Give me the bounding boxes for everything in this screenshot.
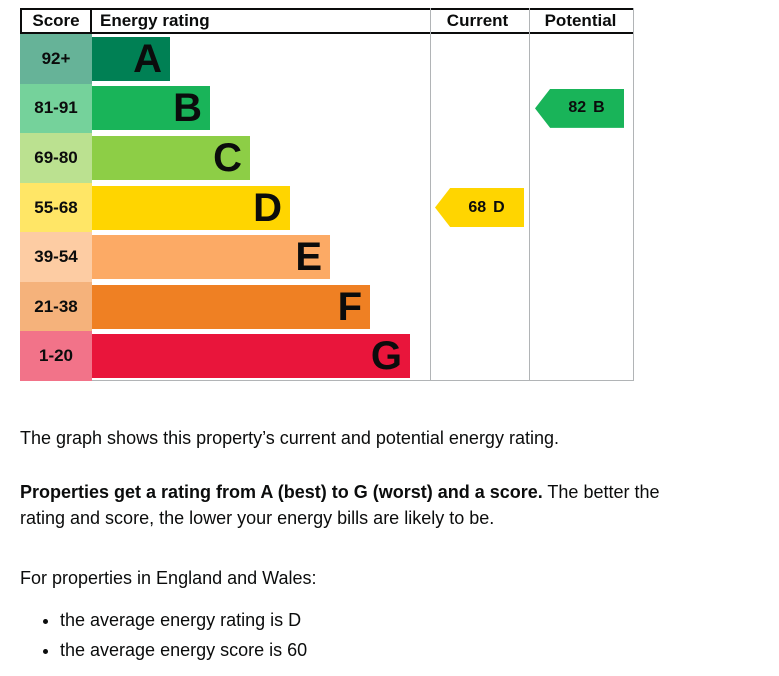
band-area: F: [92, 282, 430, 332]
chart-body: 92+ A 81-91 B 69-80: [20, 34, 634, 382]
potential-column-divider: [529, 8, 530, 381]
band-bar: C: [92, 135, 250, 180]
band-row-g: 1-20 G: [20, 331, 634, 382]
band-row-c: 69-80 C: [20, 133, 634, 183]
band-area: D: [92, 183, 430, 233]
potential-arrow: 82 B: [535, 88, 624, 128]
score-cell: 69-80: [20, 133, 92, 183]
band-row-f: 21-38 F: [20, 281, 634, 332]
band-bar: E: [92, 235, 330, 280]
graph-description: The graph shows this property’s current …: [20, 428, 559, 448]
score-cell: 21-38: [20, 281, 92, 332]
description-section: The graph shows this property’s current …: [20, 425, 665, 663]
band-letter: D: [253, 185, 282, 230]
potential-column-header: Potential: [544, 11, 617, 30]
chart-header: Score Energy rating Current Potential: [20, 8, 634, 34]
rating-explanation-rest: The better the rating and score, the low…: [20, 482, 660, 528]
band-bar: G: [92, 334, 410, 379]
band-bar: A: [92, 36, 170, 81]
band-area: G: [92, 331, 430, 381]
potential-score-value: 82: [568, 99, 587, 117]
band-letter: C: [213, 135, 242, 180]
band-area: C: [92, 133, 430, 183]
band-row-e: 39-54 E: [20, 232, 634, 282]
score-cell: 1-20: [20, 331, 92, 382]
band-row-b: 81-91 B: [20, 83, 634, 134]
energy-rating-chart: Score Energy rating Current Potential 92…: [20, 8, 634, 382]
averages-list: the average energy rating is D the avera…: [20, 607, 665, 663]
score-column-header: Score: [22, 10, 92, 32]
band-bar: F: [92, 284, 370, 329]
band-letter: A: [133, 36, 162, 81]
current-column-divider: [430, 8, 431, 381]
band-area: B: [92, 84, 430, 134]
current-score-value: 68: [468, 198, 487, 216]
band-bar: D: [92, 185, 290, 230]
rating-explanation-bold: Properties get a rating from A (best) to…: [20, 482, 543, 502]
band-letter: B: [173, 86, 202, 131]
current-band-letter: D: [493, 198, 505, 216]
band-row-a: 92+ A: [20, 34, 634, 84]
score-cell: 39-54: [20, 232, 92, 282]
rating-explanation: Properties get a rating from A (best) to…: [20, 479, 665, 531]
band-letter: E: [295, 235, 322, 280]
band-area: A: [92, 34, 430, 84]
score-cell: 55-68: [20, 182, 92, 233]
score-cell: 92+: [20, 34, 92, 84]
current-column-header: Current: [446, 11, 509, 30]
band-area: E: [92, 232, 430, 282]
current-arrow: 68 D: [435, 188, 524, 227]
band-row-d: 55-68 D: [20, 182, 634, 233]
average-rating-item: the average energy rating is D: [60, 607, 665, 633]
band-letter: F: [337, 284, 362, 329]
score-cell: 81-91: [20, 83, 92, 134]
band-letter: G: [370, 334, 402, 379]
energy-rating-column-header: Energy rating: [100, 11, 210, 30]
chart-right-border: [633, 8, 634, 381]
potential-band-letter: B: [593, 99, 605, 117]
band-bar: B: [92, 86, 210, 131]
regions-intro: For properties in England and Wales:: [20, 568, 317, 588]
average-score-item: the average energy score is 60: [60, 637, 665, 663]
